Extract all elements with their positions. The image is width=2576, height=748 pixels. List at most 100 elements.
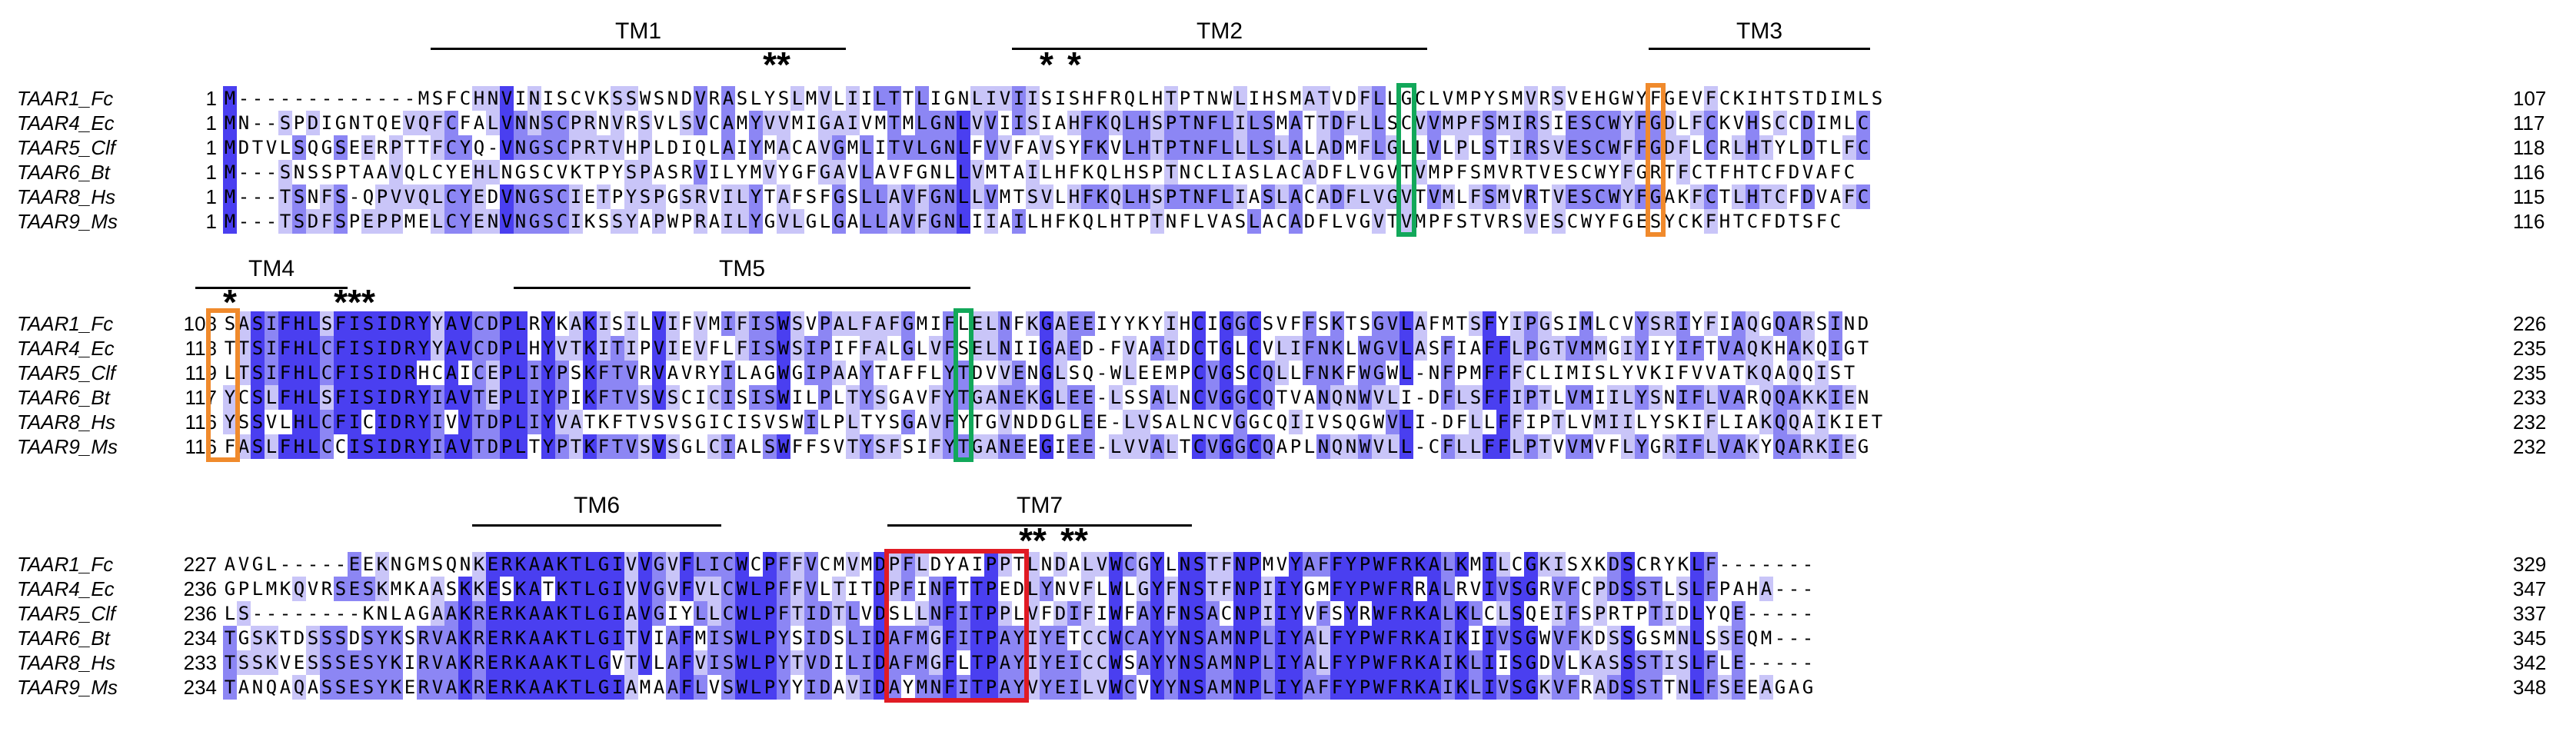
residue: F bbox=[459, 112, 471, 134]
residue: S bbox=[1261, 135, 1275, 160]
residue: R bbox=[1399, 626, 1413, 650]
residue: - bbox=[348, 186, 361, 208]
residue: H bbox=[1123, 161, 1136, 183]
residue: G bbox=[1233, 410, 1247, 434]
residue: L bbox=[1193, 211, 1205, 232]
residue: - bbox=[265, 211, 278, 232]
residue: T bbox=[790, 650, 804, 675]
residue: S bbox=[790, 336, 804, 361]
residue: F bbox=[680, 577, 694, 601]
residue: G bbox=[1220, 385, 1233, 410]
residue: T bbox=[1386, 211, 1399, 232]
residue: S bbox=[431, 554, 444, 575]
residue: L bbox=[1247, 209, 1261, 234]
residue: G bbox=[1040, 336, 1053, 361]
residue: S bbox=[334, 209, 348, 234]
residue: V bbox=[1372, 209, 1386, 234]
residue: L bbox=[1206, 161, 1219, 183]
tm-segment-label: TM6 bbox=[574, 493, 620, 518]
residue: - bbox=[1760, 554, 1772, 575]
residue: F bbox=[915, 209, 929, 234]
residue: F bbox=[1013, 137, 1025, 158]
residue: I bbox=[1510, 385, 1524, 410]
residue: L bbox=[790, 86, 804, 111]
residue: A bbox=[847, 362, 859, 384]
residue: F bbox=[1483, 361, 1496, 385]
residue: V bbox=[860, 603, 873, 624]
residue: I bbox=[694, 387, 707, 408]
residue: I bbox=[348, 336, 361, 361]
residue: G bbox=[929, 135, 943, 160]
residue: L bbox=[486, 111, 500, 135]
residue: F bbox=[1704, 675, 1718, 700]
residue: N bbox=[929, 601, 943, 626]
residue: F bbox=[1469, 111, 1483, 135]
residue: Y bbox=[1040, 650, 1053, 675]
end-position: 232 bbox=[2513, 435, 2547, 458]
residue: K bbox=[555, 552, 569, 577]
residue: F bbox=[943, 626, 957, 650]
residue: G bbox=[944, 88, 956, 109]
residue: T bbox=[624, 650, 638, 675]
residue: D bbox=[306, 209, 320, 234]
residue: F bbox=[1290, 313, 1302, 334]
residue: C bbox=[1414, 88, 1426, 109]
end-position: 232 bbox=[2513, 411, 2547, 434]
residue: S bbox=[320, 650, 334, 675]
residue: C bbox=[1773, 185, 1787, 209]
residue: S bbox=[1635, 577, 1649, 601]
residue: L bbox=[1220, 111, 1233, 135]
residue: S bbox=[1510, 626, 1524, 650]
residue: F bbox=[1386, 626, 1399, 650]
residue: S bbox=[1553, 313, 1565, 334]
residue: G bbox=[597, 552, 611, 577]
residue: C bbox=[721, 601, 735, 626]
residue: F bbox=[777, 577, 790, 601]
residue: G bbox=[1524, 626, 1538, 650]
residue: V bbox=[1539, 161, 1551, 183]
residue: P bbox=[1524, 385, 1538, 410]
residue: A bbox=[1303, 387, 1316, 408]
residue: Y bbox=[541, 311, 555, 336]
residue: K bbox=[1330, 336, 1344, 361]
residue: A bbox=[528, 552, 541, 577]
residue: S bbox=[1552, 86, 1566, 111]
residue: F bbox=[1496, 410, 1510, 434]
residue: Q bbox=[1746, 311, 1759, 336]
residue: I bbox=[1026, 160, 1040, 185]
residue: P bbox=[833, 411, 845, 433]
residue: E bbox=[361, 135, 375, 160]
residue: S bbox=[1816, 313, 1828, 334]
residue: G bbox=[251, 554, 264, 575]
residue: L bbox=[306, 361, 320, 385]
residue: T bbox=[1552, 410, 1566, 434]
residue: R bbox=[403, 434, 417, 459]
residue: K bbox=[1677, 411, 1689, 433]
residue: R bbox=[694, 209, 707, 234]
residue: C bbox=[1636, 554, 1648, 575]
residue: D bbox=[306, 111, 320, 135]
residue: A bbox=[1053, 311, 1067, 336]
residue: - bbox=[1802, 652, 1814, 673]
residue: T bbox=[224, 337, 236, 359]
residue: Q bbox=[376, 112, 388, 134]
residue: N bbox=[514, 209, 528, 234]
residue: F bbox=[431, 135, 444, 160]
residue: M bbox=[223, 135, 237, 160]
residue: L bbox=[1345, 337, 1357, 359]
residue: A bbox=[444, 336, 458, 361]
residue: V bbox=[708, 677, 721, 698]
residue: Q bbox=[473, 137, 485, 158]
residue: W bbox=[1607, 185, 1621, 209]
residue: W bbox=[1607, 111, 1621, 135]
residue: Q bbox=[1082, 362, 1094, 384]
residue: E bbox=[348, 675, 361, 700]
residue: A bbox=[1427, 675, 1441, 700]
residue: T bbox=[584, 161, 596, 183]
residue: Q bbox=[1096, 161, 1108, 183]
residue: Y bbox=[777, 161, 790, 183]
residue: S bbox=[1649, 385, 1662, 410]
residue: A bbox=[832, 111, 846, 135]
residue: N bbox=[1676, 626, 1690, 650]
